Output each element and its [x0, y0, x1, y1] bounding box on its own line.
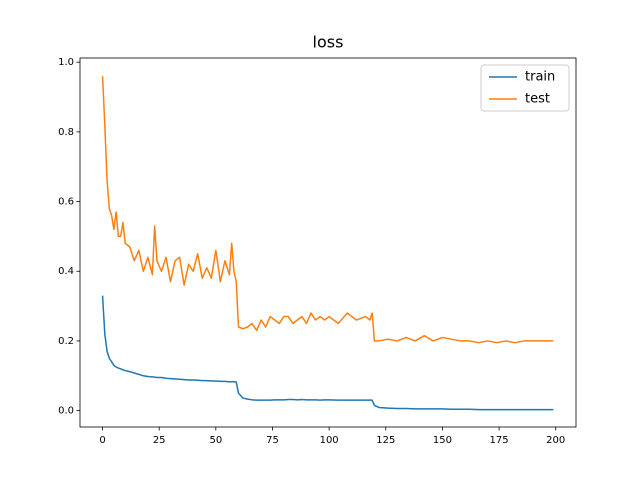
plot-frame	[79, 57, 577, 428]
chart-title: loss	[313, 33, 344, 52]
legend-label: train	[525, 70, 555, 85]
y-tick-label: 0.6	[58, 197, 74, 208]
x-tick-label: 125	[376, 435, 395, 446]
x-tick-label: 75	[266, 435, 279, 446]
legend-label: test	[525, 92, 550, 107]
x-tick-label: 175	[490, 435, 509, 446]
y-tick-label: 0.4	[58, 266, 74, 277]
y-tick-label: 0.0	[58, 406, 74, 417]
x-tick-label: 150	[433, 435, 452, 446]
line-series	[101, 295, 554, 411]
x-tick-label: 100	[320, 435, 339, 446]
x-tick-label: 200	[546, 435, 565, 446]
x-tick-label: 0	[99, 435, 105, 446]
x-tick-label: 50	[209, 435, 222, 446]
y-tick-label: 0.2	[58, 336, 74, 347]
y-tick-label: 0.8	[58, 127, 74, 138]
y-tick-label: 1.0	[58, 57, 74, 68]
line-series	[101, 76, 554, 344]
x-tick-label: 25	[153, 435, 166, 446]
